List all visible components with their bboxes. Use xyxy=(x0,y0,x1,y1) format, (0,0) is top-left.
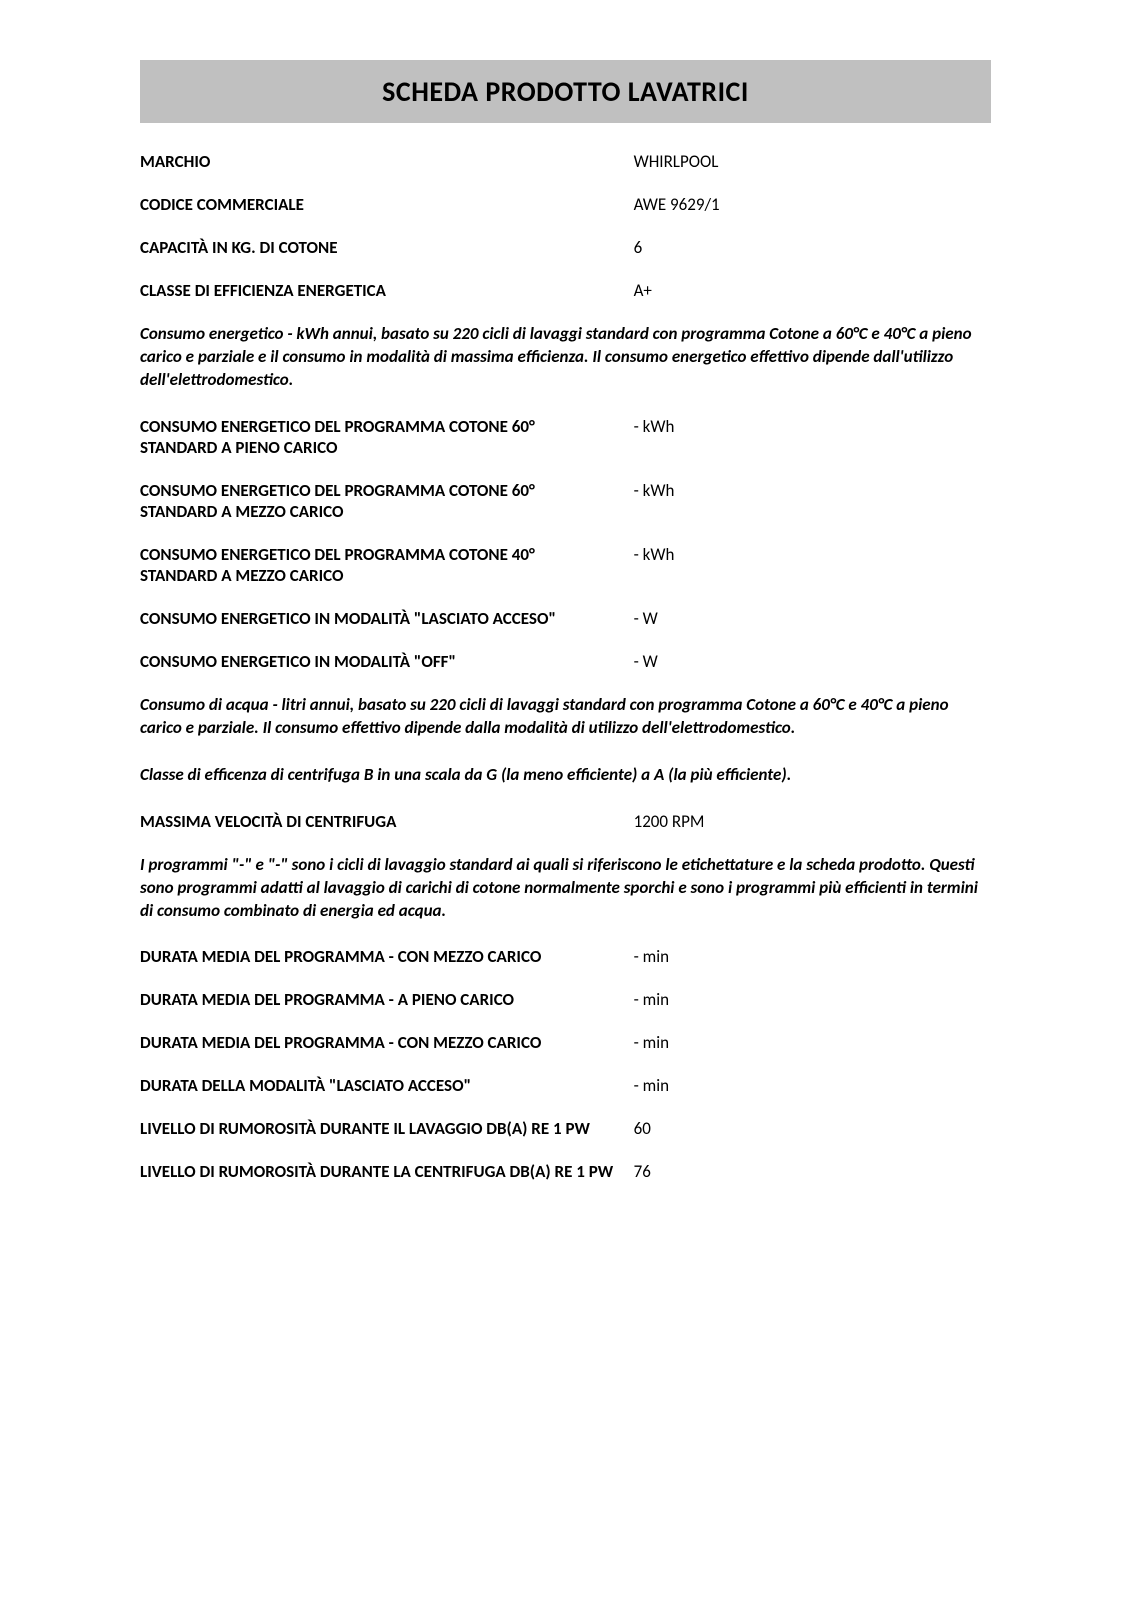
spec-row: CONSUMO ENERGETICO IN MODALITÀ "OFF" - W xyxy=(140,651,991,672)
spec-row: DURATA MEDIA DEL PROGRAMMA - CON MEZZO C… xyxy=(140,1032,991,1053)
spec-value: AWE 9629/1 xyxy=(634,194,991,215)
spec-label: LIVELLO DI RUMOROSITÀ DURANTE IL LAVAGGI… xyxy=(140,1118,634,1139)
spec-label: CLASSE DI EFFICIENZA ENERGETICA xyxy=(140,280,634,301)
spec-value: - kWh xyxy=(634,544,991,565)
spec-label: CAPACITÀ IN KG. DI COTONE xyxy=(140,237,634,258)
spec-label: CODICE COMMERCIALE xyxy=(140,194,634,215)
spec-value: - min xyxy=(634,989,991,1010)
spec-section-2: CONSUMO ENERGETICO DEL PROGRAMMA COTONE … xyxy=(140,416,991,672)
spec-row: CONSUMO ENERGETICO DEL PROGRAMMA COTONE … xyxy=(140,480,991,522)
spec-value: - kWh xyxy=(634,480,991,501)
spec-label: CONSUMO ENERGETICO DEL PROGRAMMA COTONE … xyxy=(140,480,634,522)
spec-value: 60 xyxy=(634,1118,991,1139)
spec-row: CODICE COMMERCIALE AWE 9629/1 xyxy=(140,194,991,215)
spec-row: DURATA MEDIA DEL PROGRAMMA - CON MEZZO C… xyxy=(140,946,991,967)
note-spin-efficiency: Classe di efficenza di centrifuga B in u… xyxy=(140,764,991,787)
spec-value: - min xyxy=(634,1032,991,1053)
spec-value: - W xyxy=(634,608,991,629)
spec-row: LIVELLO DI RUMOROSITÀ DURANTE LA CENTRIF… xyxy=(140,1161,991,1182)
spec-value: A+ xyxy=(634,280,991,301)
spec-label: CONSUMO ENERGETICO IN MODALITÀ "LASCIATO… xyxy=(140,608,634,629)
spec-label: DURATA MEDIA DEL PROGRAMMA - CON MEZZO C… xyxy=(140,1032,634,1053)
spec-label: MASSIMA VELOCITÀ DI CENTRIFUGA xyxy=(140,811,634,832)
note-water-consumption: Consumo di acqua - litri annui, basato s… xyxy=(140,694,991,740)
spec-label: CONSUMO ENERGETICO IN MODALITÀ "OFF" xyxy=(140,651,634,672)
spec-value: - min xyxy=(634,946,991,967)
spec-section-4: DURATA MEDIA DEL PROGRAMMA - CON MEZZO C… xyxy=(140,946,991,1182)
header-bar: SCHEDA PRODOTTO LAVATRICI xyxy=(140,60,991,123)
spec-row: CLASSE DI EFFICIENZA ENERGETICA A+ xyxy=(140,280,991,301)
spec-label: DURATA MEDIA DEL PROGRAMMA - A PIENO CAR… xyxy=(140,989,634,1010)
spec-row: DURATA MEDIA DEL PROGRAMMA - A PIENO CAR… xyxy=(140,989,991,1010)
spec-row: DURATA DELLA MODALITÀ "LASCIATO ACCESO" … xyxy=(140,1075,991,1096)
spec-section-1: MARCHIO WHIRLPOOL CODICE COMMERCIALE AWE… xyxy=(140,151,991,301)
page-title: SCHEDA PRODOTTO LAVATRICI xyxy=(140,74,991,109)
note-energy-consumption: Consumo energetico - kWh annui, basato s… xyxy=(140,323,991,392)
spec-value: WHIRLPOOL xyxy=(634,151,991,172)
spec-label: CONSUMO ENERGETICO DEL PROGRAMMA COTONE … xyxy=(140,416,634,458)
spec-value: 76 xyxy=(634,1161,991,1182)
spec-section-3: MASSIMA VELOCITÀ DI CENTRIFUGA 1200 RPM xyxy=(140,811,991,832)
spec-row: LIVELLO DI RUMOROSITÀ DURANTE IL LAVAGGI… xyxy=(140,1118,991,1139)
spec-label: DURATA MEDIA DEL PROGRAMMA - CON MEZZO C… xyxy=(140,946,634,967)
spec-row: MASSIMA VELOCITÀ DI CENTRIFUGA 1200 RPM xyxy=(140,811,991,832)
spec-value: - min xyxy=(634,1075,991,1096)
spec-label: CONSUMO ENERGETICO DEL PROGRAMMA COTONE … xyxy=(140,544,634,586)
spec-label: LIVELLO DI RUMOROSITÀ DURANTE LA CENTRIF… xyxy=(140,1161,634,1182)
spec-value: - W xyxy=(634,651,991,672)
spec-row: CONSUMO ENERGETICO IN MODALITÀ "LASCIATO… xyxy=(140,608,991,629)
spec-value: - kWh xyxy=(634,416,991,437)
spec-label: MARCHIO xyxy=(140,151,634,172)
spec-label: DURATA DELLA MODALITÀ "LASCIATO ACCESO" xyxy=(140,1075,634,1096)
spec-row: CONSUMO ENERGETICO DEL PROGRAMMA COTONE … xyxy=(140,544,991,586)
spec-row: CAPACITÀ IN KG. DI COTONE 6 xyxy=(140,237,991,258)
spec-value: 6 xyxy=(634,237,991,258)
spec-value: 1200 RPM xyxy=(634,811,991,832)
spec-row: MARCHIO WHIRLPOOL xyxy=(140,151,991,172)
spec-row: CONSUMO ENERGETICO DEL PROGRAMMA COTONE … xyxy=(140,416,991,458)
note-standard-programs: I programmi "-" e "-" sono i cicli di la… xyxy=(140,854,991,923)
